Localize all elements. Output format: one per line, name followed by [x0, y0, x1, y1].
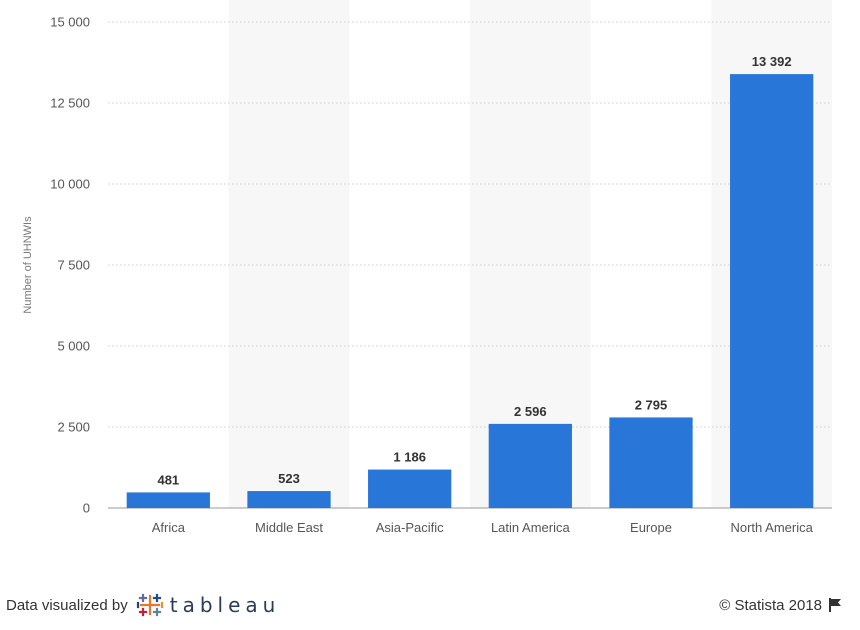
bar: [126, 492, 210, 508]
footer-credit-text: Data visualized by: [6, 596, 128, 614]
y-tick-label: 12 500: [50, 96, 90, 111]
bar-value-label: 1 186: [393, 450, 426, 465]
bar-value-label: 481: [157, 472, 179, 487]
tableau-credit-link[interactable]: Data visualized by tablea: [6, 592, 280, 618]
copyright-text: © Statista 2018: [719, 596, 822, 614]
y-tick-label: 10 000: [50, 177, 90, 192]
y-tick-label: 7 500: [57, 258, 90, 273]
bar-value-label: 523: [278, 471, 300, 486]
x-tick-label: Africa: [152, 520, 186, 535]
x-tick-label: Europe: [630, 520, 672, 535]
x-tick-label: Middle East: [255, 520, 323, 535]
bar: [488, 423, 572, 508]
y-tick-label: 15 000: [50, 15, 90, 30]
tableau-wordmark: tableau: [169, 593, 281, 617]
x-tick-label: North America: [730, 520, 813, 535]
category-band: [228, 0, 350, 508]
bar-chart: 0 2 500 5 000 7 500 10 000 12 500 15 000 Number…: [22, 0, 832, 535]
y-tick-label: 0: [83, 501, 90, 516]
category-band: [470, 0, 591, 508]
bar-value-label: 2 596: [514, 404, 547, 419]
bar-value-label: 2 795: [635, 397, 668, 412]
y-tick-label: 2 500: [57, 420, 90, 435]
bar-value-label: 13 392: [752, 54, 792, 69]
bar: [609, 417, 693, 508]
statista-copyright[interactable]: © Statista 2018: [719, 592, 842, 618]
x-tick-label: Latin America: [491, 520, 571, 535]
bar: [730, 74, 814, 509]
footer: Data visualized by tablea: [0, 580, 860, 630]
y-axis-title: Number of UHNWIs: [22, 216, 34, 314]
bar: [247, 491, 331, 508]
tableau-plus-icon: [136, 593, 163, 617]
flag-icon[interactable]: [828, 597, 842, 613]
x-tick-label: Asia-Pacific: [376, 520, 444, 535]
bar: [368, 469, 452, 508]
tableau-logo: tableau: [136, 592, 281, 618]
y-tick-label: 5 000: [57, 339, 90, 354]
